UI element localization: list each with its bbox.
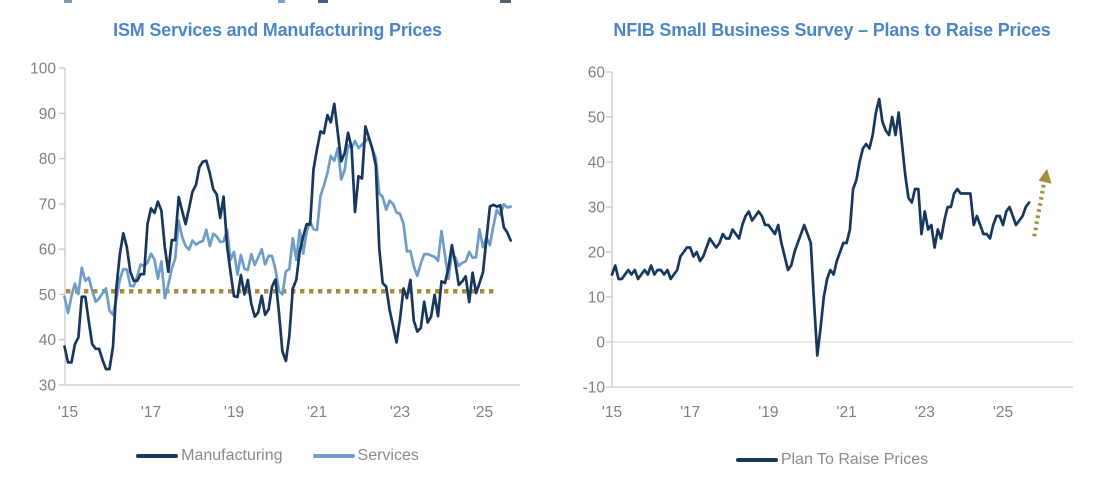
y-axis-label: 90 xyxy=(39,106,57,123)
y-axis-label: 50 xyxy=(39,287,57,304)
nfib-chart-title: NFIB Small Business Survey – Plans to Ra… xyxy=(613,20,1051,40)
y-axis-label: 0 xyxy=(596,335,605,352)
series-line-manufacturing xyxy=(63,102,513,371)
y-axis-label: 80 xyxy=(39,151,57,168)
forecast-arrow-head xyxy=(1038,168,1052,184)
services-line-swatch xyxy=(312,454,355,458)
x-axis-label: '21 xyxy=(307,404,327,421)
ism-chart-legend: Manufacturing Services xyxy=(0,447,555,465)
cropped-text-artifact xyxy=(500,0,511,3)
x-axis-label: '23 xyxy=(390,404,410,421)
y-axis-label: 40 xyxy=(588,155,606,172)
y-axis-label: 60 xyxy=(39,242,57,259)
y-axis-label: 60 xyxy=(588,65,606,82)
legend-label-manufacturing: Manufacturing xyxy=(181,447,283,464)
legend-label-plan-to-raise-prices: Plan To Raise Prices xyxy=(780,451,929,468)
y-axis-label: 30 xyxy=(39,378,57,395)
cropped-text-artifact xyxy=(278,0,285,3)
series-line-plan-to-raise-prices xyxy=(610,97,1031,357)
y-axis-label: 50 xyxy=(588,110,606,127)
nfib-prices-chart: NFIB Small Business Survey – Plans to Ra… xyxy=(555,0,1109,481)
x-axis-label: '23 xyxy=(915,404,935,421)
x-axis-label: '19 xyxy=(224,404,244,421)
x-axis-label: '19 xyxy=(758,404,778,421)
y-axis-label: -10 xyxy=(583,380,606,397)
ism-chart-title: ISM Services and Manufacturing Prices xyxy=(113,20,442,40)
cropped-text-artifact xyxy=(64,0,72,3)
x-axis-label: '17 xyxy=(141,404,161,421)
x-axis-label: '17 xyxy=(680,404,700,421)
series-line-services xyxy=(63,136,513,317)
nfib-chart-plot-area: -10 0 10 20 30 40 50 60 '15 '17 '19 '21 '23 '25 xyxy=(583,65,1073,421)
cropped-text-artifact xyxy=(318,0,328,3)
x-axis-label: '21 xyxy=(836,404,856,421)
ism-prices-chart: ISM Services and Manufacturing Prices 30… xyxy=(0,20,555,465)
forecast-arrow-shaft xyxy=(1032,182,1047,237)
y-axis-label: 10 xyxy=(588,290,606,307)
y-axis-label: 40 xyxy=(39,332,57,349)
plan-to-raise-prices-line-swatch xyxy=(735,458,778,462)
legend-label-services: Services xyxy=(357,447,419,464)
y-axis-label: 30 xyxy=(588,200,606,217)
y-axis-label: 100 xyxy=(30,61,56,78)
ism-chart-plot-area: 30 40 50 60 70 80 90 100 '15 '17 '19 '21 '23 '25 xyxy=(30,61,520,421)
y-axis-label: 20 xyxy=(588,245,606,262)
nfib-chart-legend: Plan To Raise Prices xyxy=(555,451,1109,469)
x-axis-label: '25 xyxy=(993,404,1013,421)
legend-item-manufacturing: Manufacturing xyxy=(136,447,283,465)
legend-item-services: Services xyxy=(312,447,419,465)
manufacturing-line-swatch xyxy=(136,454,179,458)
legend-item-plan-to-raise-prices: Plan To Raise Prices xyxy=(735,451,929,469)
x-axis-label: '15 xyxy=(58,404,78,421)
y-axis-label: 70 xyxy=(39,196,57,213)
x-axis-label: '25 xyxy=(473,404,493,421)
x-axis-label: '15 xyxy=(602,404,622,421)
